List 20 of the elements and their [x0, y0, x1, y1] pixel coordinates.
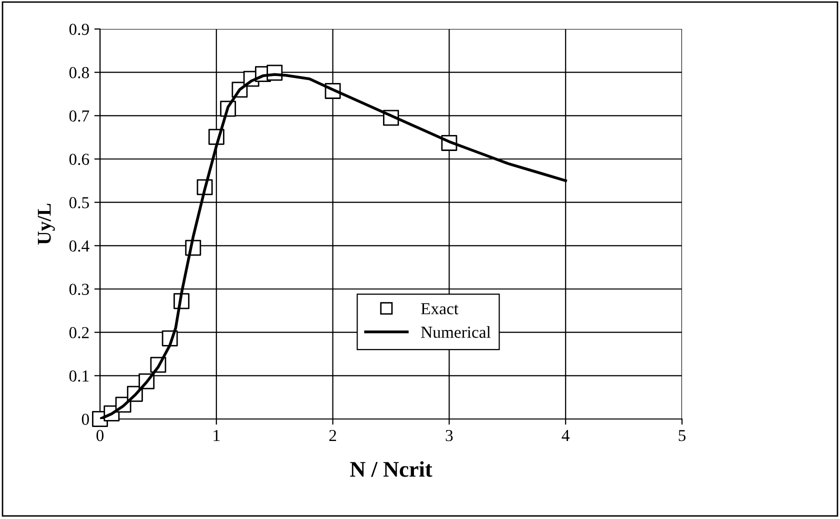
- legend-label: Exact: [421, 303, 458, 314]
- x-tick-label: 4: [562, 430, 570, 441]
- y-tick-label: 0.3: [69, 284, 89, 296]
- x-axis-title: N / Ncrit: [350, 461, 432, 477]
- legend-label: Numerical: [421, 326, 491, 338]
- x-tick-label: 5: [678, 430, 686, 442]
- y-tick-label: 0.9: [69, 24, 89, 36]
- y-tick-label: 0.2: [69, 327, 89, 338]
- y-tick-label: 0.1: [69, 370, 89, 382]
- y-tick-label: 0.7: [69, 110, 90, 122]
- y-tick-label: 0.5: [69, 197, 89, 208]
- y-axis-title: Uy/L: [38, 204, 55, 245]
- y-tick-label: 0.4: [69, 240, 90, 252]
- x-tick-label: 1: [214, 430, 220, 441]
- y-tick-label: 0.8: [69, 67, 89, 78]
- x-tick-label: 0: [96, 430, 104, 442]
- y-tick-label: 0.6: [69, 154, 90, 166]
- y-tick-label: 0: [82, 414, 89, 425]
- x-tick-label: 2: [329, 430, 336, 441]
- x-tick-label: 3: [446, 430, 453, 442]
